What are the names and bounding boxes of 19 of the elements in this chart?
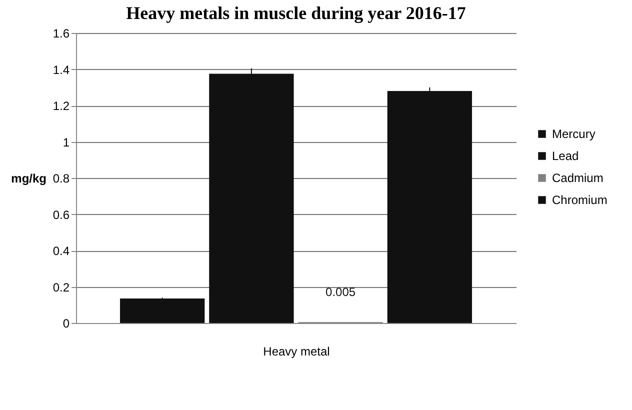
y-tick-label: 1 — [62, 135, 70, 150]
legend-label: Lead — [552, 149, 579, 163]
bar — [387, 91, 472, 323]
legend-label: Mercury — [552, 127, 596, 141]
bar — [120, 298, 205, 323]
y-tick-label: 0.6 — [52, 208, 70, 222]
y-tick-label: 0.4 — [52, 244, 70, 258]
y-tick-label: 1.4 — [52, 62, 70, 77]
y-tick-label: 0 — [62, 316, 70, 330]
legend-label: Chromium — [552, 193, 608, 207]
x-axis-title: Heavy metal — [263, 344, 330, 358]
y-tick-label: 0.8 — [52, 172, 70, 186]
data-label: 0.005 — [326, 285, 356, 300]
y-axis-title: mg/kg — [11, 172, 46, 186]
legend-label: Cadmium — [552, 171, 604, 185]
y-tick-label: 1.6 — [52, 26, 70, 40]
y-tick-label: 1.2 — [52, 99, 70, 113]
chart-title: Heavy metals in muscle during year 2016-17 — [126, 3, 466, 23]
y-tick-label: 0.2 — [52, 280, 70, 294]
